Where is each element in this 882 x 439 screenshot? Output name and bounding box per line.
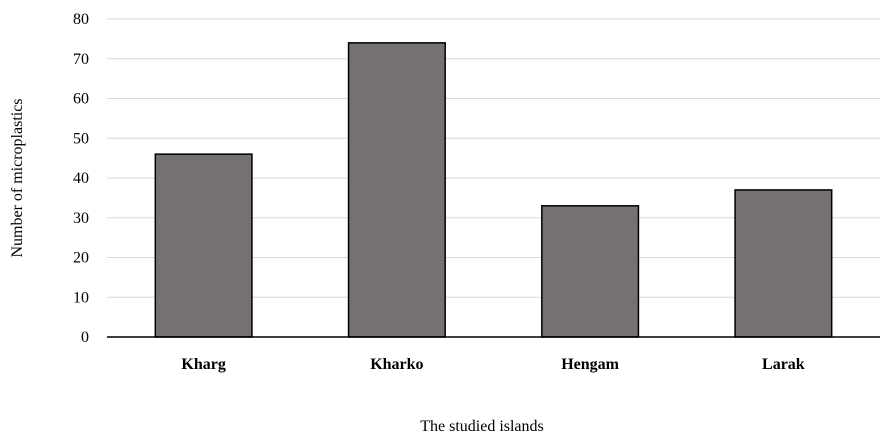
bar-kharko (347, 42, 446, 338)
y-tick-label: 20 (73, 250, 89, 267)
bars (154, 42, 833, 338)
x-tick-label: Kharko (370, 356, 423, 373)
x-tick-label: Larak (762, 356, 805, 373)
y-axis-title: Number of microplastics (9, 98, 26, 257)
y-tick-label: 80 (73, 11, 89, 28)
y-tick-label: 0 (81, 329, 89, 346)
y-tick-label: 70 (73, 51, 89, 68)
bar-larak (734, 189, 833, 338)
y-tick-label: 30 (73, 210, 89, 227)
x-tick-label: Kharg (181, 356, 225, 373)
y-tick-label: 10 (73, 289, 89, 306)
y-tick-labels: 0 10 20 30 40 50 60 70 80 (73, 11, 89, 346)
x-tick-labels: Kharg Kharko Hengam Larak (181, 356, 804, 373)
y-tick-label: 60 (73, 91, 89, 108)
y-tick-label: 40 (73, 170, 89, 187)
bar-kharg (154, 153, 253, 338)
bar-hengam (541, 205, 640, 338)
x-tick-label: Hengam (561, 356, 619, 373)
y-tick-label: 50 (73, 130, 89, 147)
x-axis-title: The studied islands (420, 418, 544, 434)
